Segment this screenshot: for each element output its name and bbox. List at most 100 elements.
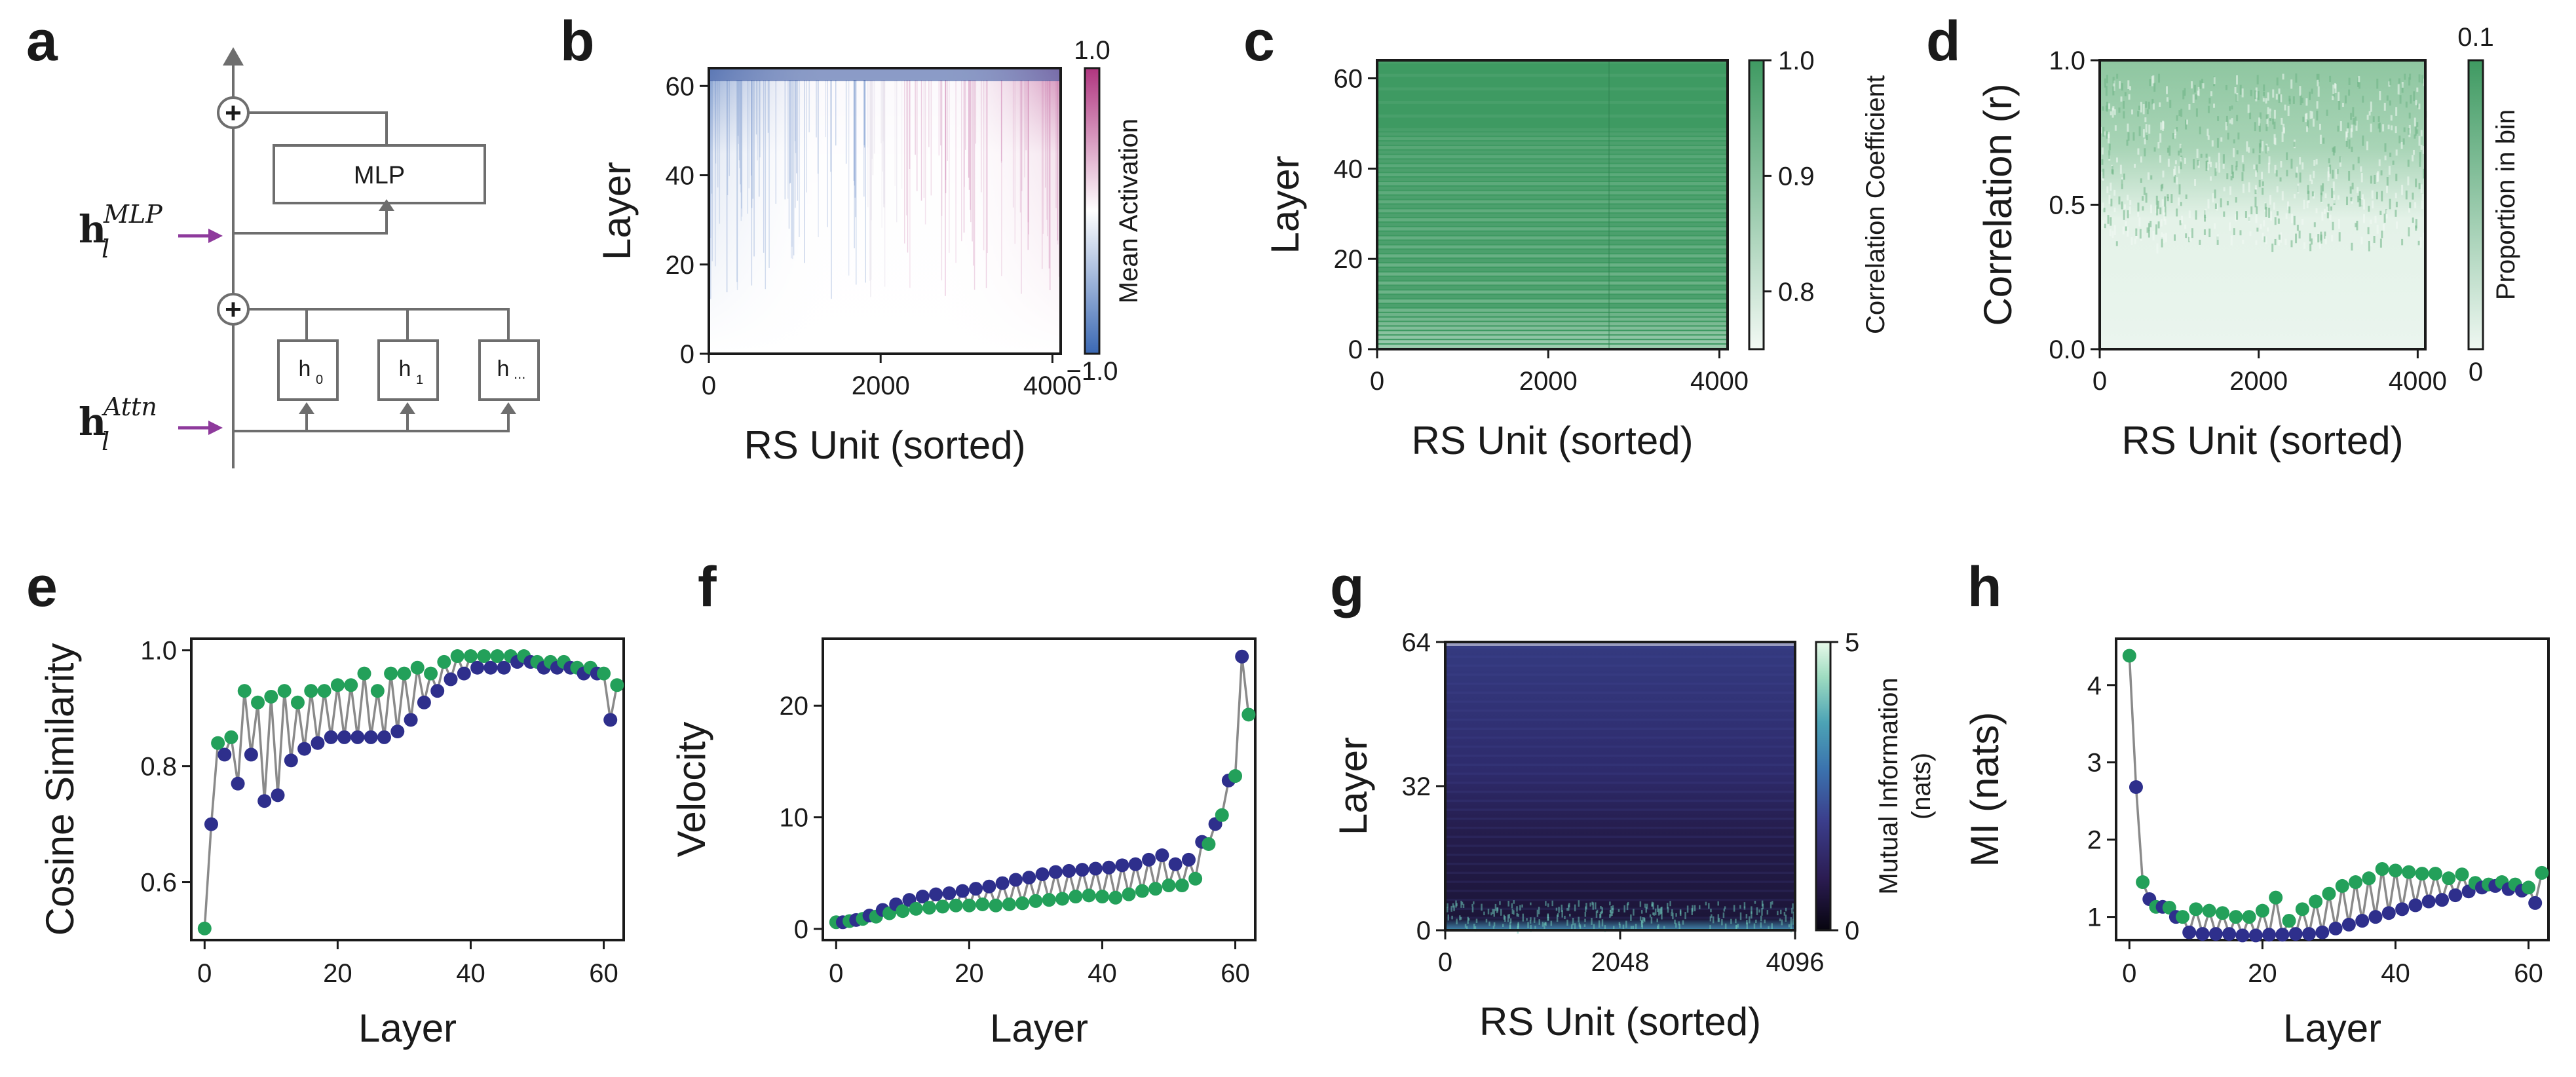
heatmap-b-streak [740, 80, 741, 185]
heatmap-d-speck [2174, 129, 2176, 135]
heatmap-b-streak [975, 80, 977, 144]
heatmap-d-speck [2229, 222, 2231, 231]
heatmap-c-band [1377, 142, 1728, 145]
data-point-e-green [424, 666, 438, 681]
data-point-f-navy [1088, 861, 1103, 876]
heatmap-g-speck [1771, 923, 1773, 930]
heatmap-d-speck [2317, 79, 2319, 86]
heatmap-d-speck [2123, 210, 2125, 220]
data-point-e-navy [271, 788, 285, 803]
heatmap-b-streak [909, 80, 911, 288]
heatmap-d-speck [2173, 168, 2176, 177]
heatmap-d-speck [2412, 149, 2415, 155]
heatmap-d-speck [2216, 234, 2219, 240]
heatmap-d-speck [2418, 183, 2421, 189]
heatmap-d-speck [2271, 243, 2274, 252]
heatmap-g-speck [1751, 906, 1752, 914]
heatmap-d-speck [2137, 212, 2140, 217]
heatmap-d-speck [2378, 159, 2381, 166]
heatmap-d-speck [2277, 218, 2280, 224]
heatmap-b-frame [708, 67, 1062, 355]
heatmap-d-speck [2419, 161, 2421, 167]
heatmap-b-streak [1042, 80, 1044, 234]
heatmap-g-speck [1761, 908, 1763, 916]
heatmap-d-speck [2399, 95, 2402, 104]
heatmap-d-speck [2125, 221, 2127, 229]
data-point-h-green [2455, 867, 2469, 882]
heatmap-b-streak [1059, 80, 1060, 277]
data-point-f-green [1055, 892, 1070, 906]
data-point-e-green [197, 921, 212, 935]
heatmap-d-speck [2159, 155, 2162, 163]
data-point-e-green [290, 695, 305, 709]
heatmap-d-speck [2395, 210, 2397, 217]
heatmap-g-speck [1684, 912, 1686, 920]
heatmap-b-streak [789, 80, 791, 183]
heatmap-g-speck [1671, 909, 1673, 913]
heatmap-d-speck [2418, 74, 2421, 83]
heatmap-b-streak [711, 80, 713, 194]
heatmap-d-speck [2164, 219, 2167, 225]
heatmap-d-speck [2199, 239, 2201, 245]
heatmap-b-streak [1014, 80, 1016, 244]
heatmap-d-speck [2236, 75, 2239, 85]
data-point-h-navy [2328, 921, 2343, 935]
plot-h-frame [2115, 637, 2550, 941]
heatmap-b-streak [1001, 80, 1002, 161]
heatmap-d-speck [2205, 153, 2208, 158]
heatmap-d-speck [2107, 215, 2110, 224]
data-point-e-green [344, 678, 358, 692]
heatmap-d-speck [2234, 86, 2237, 94]
heatmap-d-speck [2110, 198, 2113, 207]
heatmap-d-speck [2256, 164, 2258, 173]
heatmap-d-speck [2142, 104, 2145, 115]
heatmap-b-streak [853, 80, 855, 181]
panel-label-g: g [1330, 556, 1365, 618]
y-tick-label-g: 0 [1416, 916, 1431, 945]
heatmap-b-streak [863, 80, 865, 145]
heatmap-b-streak [789, 80, 791, 184]
panel-label-a: a [26, 10, 58, 73]
data-point-e-navy [257, 794, 272, 808]
heatmap-d-speck [2311, 191, 2314, 197]
data-point-e-navy [350, 730, 365, 744]
heatmap-g-speck [1646, 903, 1648, 909]
heatmap-d-speck [2374, 216, 2377, 223]
heatmap-d-speck [2382, 124, 2385, 132]
heatmap-g-speck [1493, 909, 1496, 917]
heatmap-d-speck [2165, 86, 2168, 94]
heatmap-g-speck [1558, 907, 1560, 913]
heatmap-g-speck [1468, 918, 1470, 921]
heatmap-c-band [1377, 155, 1728, 159]
heatmap-d-speck [2108, 103, 2111, 109]
heatmap-d-speck [2245, 211, 2247, 218]
heatmap-b-streak [916, 80, 918, 191]
heatmap-d-speck [2233, 139, 2235, 143]
heatmap-g-speck [1635, 924, 1637, 930]
heatmap-d-speck [2148, 124, 2151, 134]
heads-input-line [233, 411, 510, 432]
heatmap-g-speck [1561, 910, 1563, 918]
x-tick-label-g: 4096 [1766, 948, 1825, 977]
data-point-h-green [2322, 886, 2336, 901]
heatmap-g-band [1445, 746, 1795, 748]
heatmap-d-speck [2150, 221, 2152, 227]
heatmap-d-speck [2144, 148, 2146, 157]
heatmap-d-speck [2148, 230, 2150, 238]
heatmap-g-speck [1508, 914, 1511, 918]
heatmap-g-speck [1499, 901, 1501, 905]
heatmap-d-speck [2119, 164, 2122, 174]
heatmap-d-speck [2345, 197, 2348, 206]
data-point-e-navy [364, 730, 378, 744]
heatmap-d-speck [2322, 138, 2325, 144]
heatmap-b-streak [915, 80, 916, 155]
heatmap-g-speck [1733, 905, 1735, 912]
heatmap-d-speck [2333, 195, 2336, 204]
heatmap-d-speck [2167, 147, 2169, 153]
heatmap-d-speck [2246, 141, 2248, 152]
data-point-e-navy [231, 776, 245, 791]
data-point-h-green [2295, 902, 2309, 916]
heatmap-d-speck [2102, 126, 2105, 137]
heatmap-g-speck [1483, 911, 1485, 916]
